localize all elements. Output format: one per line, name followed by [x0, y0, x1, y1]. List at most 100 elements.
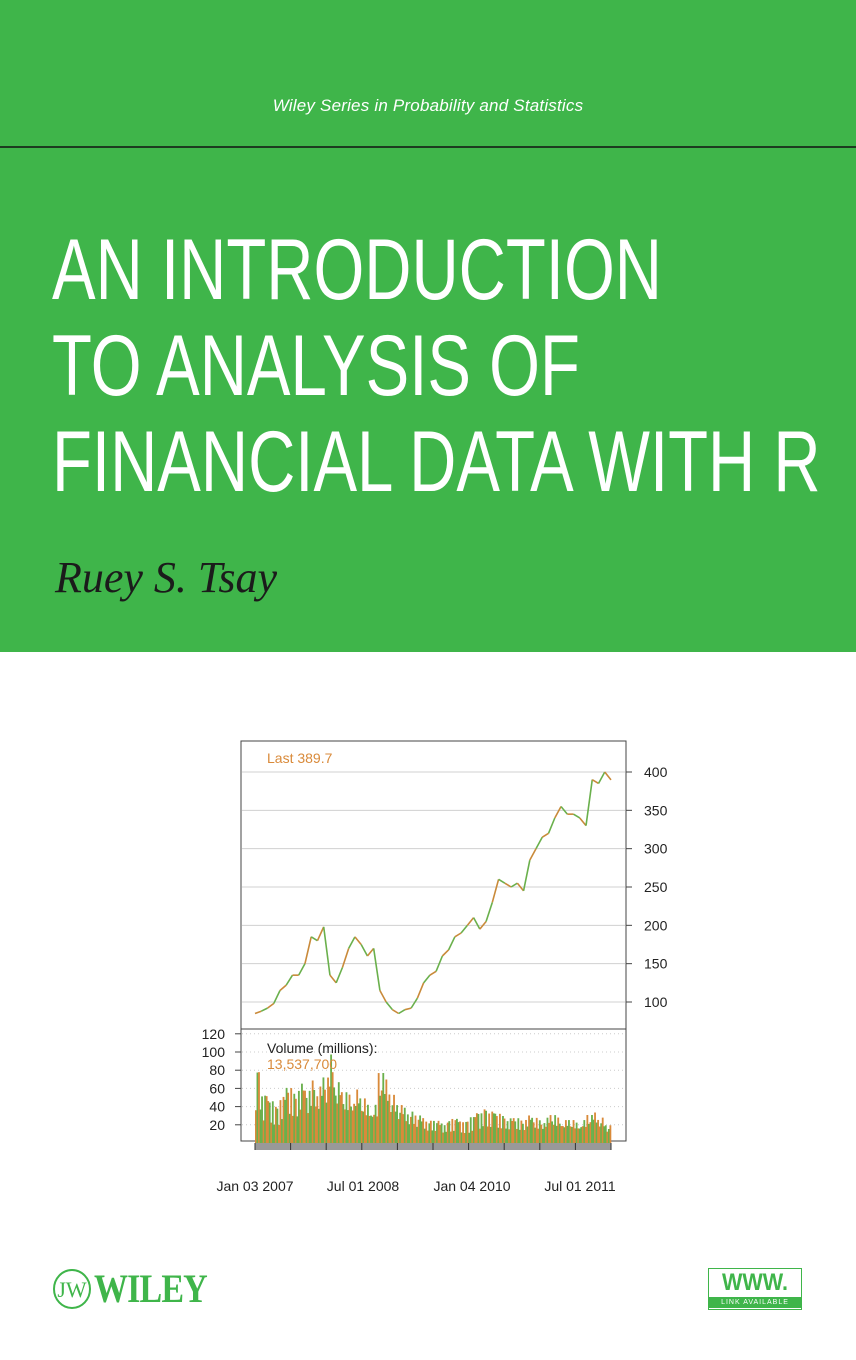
volume-bar — [503, 1118, 506, 1143]
title-line: TO ANALYSIS OF — [52, 318, 580, 414]
volume-bar — [532, 1122, 535, 1143]
volume-bar — [327, 1077, 329, 1143]
volume-bar — [348, 1094, 351, 1143]
price-segment — [429, 970, 437, 976]
price-tick-label: 200 — [644, 917, 668, 933]
title-line: FINANCIAL DATA WITH R — [52, 414, 821, 510]
date-tick-label: Jul 01 2008 — [327, 1178, 400, 1194]
volume-bar — [587, 1123, 590, 1143]
volume-bar — [535, 1117, 538, 1143]
volume-bar — [256, 1072, 259, 1143]
volume-bar — [540, 1124, 543, 1143]
volume-bar — [468, 1132, 471, 1143]
volume-bar — [471, 1130, 474, 1143]
volume-bar — [278, 1124, 280, 1143]
volume-bar — [411, 1111, 414, 1143]
volume-bar — [506, 1121, 509, 1143]
volume-bar — [422, 1118, 425, 1143]
volume-bar — [437, 1120, 440, 1143]
volume-bar — [388, 1094, 391, 1143]
price-segment — [579, 817, 587, 827]
volume-bar — [393, 1094, 395, 1143]
volume-bar — [324, 1089, 326, 1143]
volume-bar — [268, 1102, 271, 1143]
volume-bar — [297, 1090, 300, 1143]
volume-bar — [445, 1131, 448, 1143]
volume-bar — [314, 1106, 317, 1143]
volume-bar — [460, 1132, 463, 1143]
volume-bar — [416, 1126, 418, 1143]
volume-tick-label: 120 — [202, 1026, 226, 1042]
volume-bar — [454, 1120, 457, 1143]
volume-bar — [538, 1120, 541, 1143]
volume-bar — [508, 1129, 511, 1143]
volume-bar — [290, 1088, 293, 1143]
volume-bar — [604, 1125, 607, 1143]
price-segment — [522, 860, 531, 891]
volume-bar — [557, 1117, 560, 1143]
price-segment — [347, 936, 356, 949]
volume-bar — [443, 1125, 446, 1143]
volume-bar — [285, 1087, 288, 1143]
price-segment — [298, 963, 306, 976]
price-segment — [485, 902, 494, 922]
volume-bar — [339, 1095, 342, 1143]
volume-bar — [258, 1072, 260, 1143]
volume-bar — [385, 1079, 388, 1143]
volume-bar — [448, 1121, 451, 1143]
volume-bar — [434, 1130, 437, 1143]
volume-bar — [400, 1105, 403, 1143]
volume-bar — [322, 1077, 325, 1143]
price-segment — [304, 936, 312, 964]
price-tick-label: 350 — [644, 802, 668, 818]
volume-bar — [425, 1121, 428, 1143]
volume-bar — [261, 1096, 263, 1143]
volume-bar — [474, 1117, 477, 1143]
volume-bar — [255, 1110, 257, 1143]
volume-bar — [417, 1119, 420, 1143]
cover-green-band: Wiley Series in Probability and Statisti… — [0, 0, 856, 652]
volume-bar — [344, 1109, 346, 1143]
volume-bar — [409, 1116, 412, 1143]
volume-bar — [347, 1110, 349, 1143]
volume-bar — [578, 1128, 581, 1143]
volume-bar — [402, 1114, 405, 1143]
price-segment — [322, 926, 331, 976]
volume-bar — [492, 1113, 495, 1143]
volume-bar — [514, 1121, 517, 1143]
volume-bar — [597, 1119, 600, 1143]
www-link-badge: WWW. LINK AVAILABLE — [708, 1268, 802, 1310]
volume-bar — [549, 1115, 552, 1143]
volume-bar — [276, 1108, 279, 1143]
volume-bar — [302, 1090, 305, 1143]
volume-bar — [603, 1126, 606, 1143]
volume-bar — [288, 1113, 291, 1143]
price-segment — [510, 882, 518, 888]
volume-bar — [414, 1115, 417, 1143]
volume-bar — [494, 1113, 497, 1143]
volume-bar — [537, 1128, 540, 1143]
volume-bar — [373, 1114, 375, 1143]
volume-bar — [431, 1130, 434, 1143]
price-segment — [591, 778, 599, 785]
volume-bar — [480, 1113, 483, 1143]
volume-bar — [304, 1090, 306, 1143]
volume-tick-label: 60 — [209, 1080, 225, 1096]
volume-bar — [354, 1105, 357, 1143]
volume-bar — [379, 1095, 382, 1143]
author: Ruey S. Tsay — [55, 553, 278, 602]
series-name: Wiley Series in Probability and Statisti… — [272, 96, 584, 115]
volume-bar — [580, 1127, 583, 1143]
volume-bar — [382, 1073, 385, 1143]
volume-bar — [313, 1089, 316, 1143]
volume-bar — [465, 1121, 468, 1143]
volume-bar — [483, 1109, 486, 1143]
price-segment — [279, 984, 287, 992]
volume-bar — [595, 1122, 598, 1143]
volume-bar — [284, 1099, 286, 1143]
price-segment — [416, 982, 425, 999]
volume-bar — [568, 1120, 570, 1143]
volume-bar — [607, 1128, 610, 1143]
volume-label: Volume (millions): — [267, 1040, 377, 1056]
price-segment — [447, 936, 456, 951]
